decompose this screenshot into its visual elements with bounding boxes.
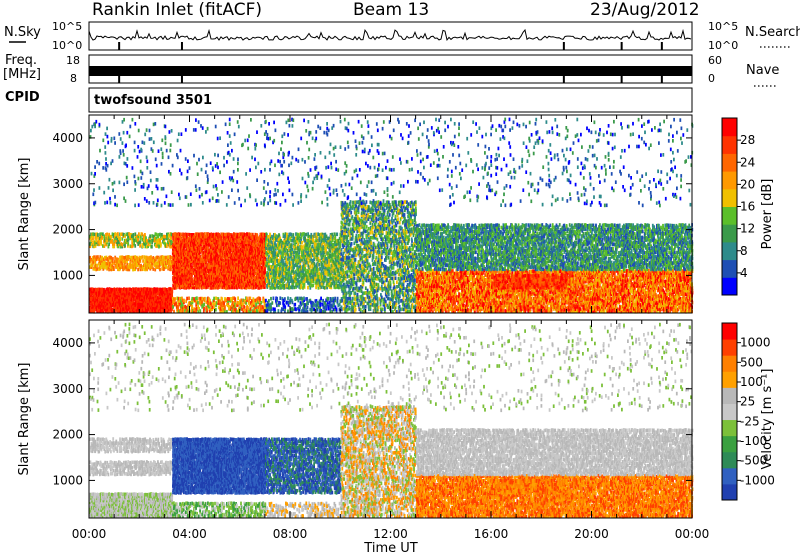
date-label: 23/Aug/2012 <box>590 0 700 20</box>
cpid-value: twofsound 3501 <box>94 93 212 108</box>
nsky-panel-frame <box>89 22 692 50</box>
echo-cell <box>96 267 98 271</box>
nsky-tick-top: 10^5 <box>52 20 82 33</box>
echo-cell <box>146 239 148 243</box>
echo-cell <box>96 264 98 268</box>
echo-cell <box>152 267 154 271</box>
echo-cell <box>140 264 142 268</box>
echo-cell <box>159 268 161 272</box>
echo-cell <box>139 244 141 248</box>
freq-unit: [MHz] <box>3 67 41 82</box>
nsearch-tick-bottom: 10^0 <box>708 39 738 52</box>
echo-cell <box>157 233 159 237</box>
echo-cell <box>113 242 115 246</box>
echo-cell <box>124 244 126 248</box>
freq-tick-top: 18 <box>66 54 80 67</box>
echo-cell <box>121 243 123 247</box>
nave-tick-bottom: 0 <box>708 72 715 85</box>
echo-cell <box>167 255 169 259</box>
freq-trace-band <box>89 66 692 76</box>
echo-cell <box>152 256 154 260</box>
echo-cell <box>144 233 146 237</box>
nsky-label: N.Sky <box>4 25 41 40</box>
cpid-label: CPID <box>5 90 40 105</box>
echo-cell <box>151 245 153 249</box>
echo-cell <box>113 267 115 271</box>
echo-cell <box>139 240 141 244</box>
beam-label: Beam 13 <box>353 0 429 20</box>
echo-cell <box>142 255 144 259</box>
power-data <box>89 118 693 314</box>
echo-cell <box>137 268 139 272</box>
echo-cell <box>102 265 104 269</box>
nsky-trace <box>89 30 691 40</box>
echo-cell <box>132 233 134 237</box>
echo-cell <box>133 239 135 243</box>
echo-cell <box>117 232 119 236</box>
echo-cell <box>134 244 136 248</box>
echo-cell <box>134 255 136 259</box>
echo-cell <box>110 256 112 260</box>
echo-cell <box>160 242 162 246</box>
echo-cell <box>108 242 110 246</box>
echo-cell <box>97 233 99 237</box>
nsearch-tick-top: 10^5 <box>708 20 738 33</box>
freq-label: Freq. <box>5 53 37 68</box>
echo-cell <box>164 235 166 239</box>
echo-cell <box>112 257 114 261</box>
echo-cell <box>115 233 117 237</box>
echo-cell <box>111 239 113 243</box>
freq-gaps <box>119 42 662 83</box>
nsky-tick-bottom: 10^0 <box>52 39 82 52</box>
echo-cell <box>94 233 96 237</box>
nave-label: Nave <box>746 63 779 78</box>
echo-cell <box>147 243 149 247</box>
nave-tick-top: 60 <box>708 54 722 67</box>
echo-cell <box>256 233 258 237</box>
nsearch-label: N.Search <box>745 25 800 40</box>
echo-cell <box>106 266 108 270</box>
echo-cell <box>149 234 151 238</box>
echo-cell <box>103 234 105 238</box>
echo-cell <box>142 259 144 263</box>
echo-cell <box>119 236 121 240</box>
station-title: Rankin Inlet (fitACF) <box>92 0 262 20</box>
echo-cell <box>134 232 136 236</box>
echo-cell <box>127 242 129 246</box>
freq-tick-bottom: 8 <box>70 72 77 85</box>
